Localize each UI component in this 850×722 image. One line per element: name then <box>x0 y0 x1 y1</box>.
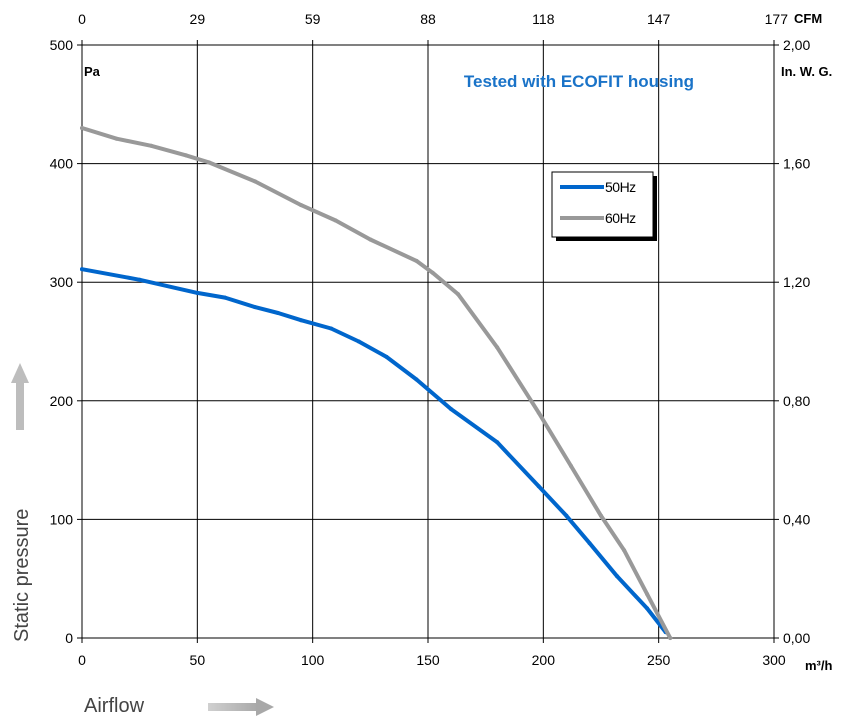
data-point-50hz <box>356 339 361 344</box>
y-axis-title: Static pressure <box>11 509 33 642</box>
x-tick-label: 100 <box>301 652 325 668</box>
data-point-50hz <box>449 407 454 412</box>
y2-tick-label: 2,00 <box>783 37 810 53</box>
y-tick-label: 200 <box>50 393 74 409</box>
data-point-50hz <box>495 440 500 445</box>
tick-marks <box>77 40 779 643</box>
x-tick-label: 250 <box>647 652 671 668</box>
data-point-60hz <box>368 237 373 242</box>
data-point-50hz <box>80 267 84 272</box>
data-point-50hz <box>299 318 304 323</box>
y-tick-labels: 0 100 200 300 400 500 <box>50 37 74 646</box>
data-point-50hz <box>536 484 541 489</box>
y-tick-label: 500 <box>50 37 74 53</box>
data-point-60hz <box>333 218 338 223</box>
y2-tick-label: 1,20 <box>783 274 810 290</box>
x-axis-title: Airflow <box>84 695 145 717</box>
y-tick-label: 0 <box>65 630 73 646</box>
y2-tick-labels: 0,00 0,40 0,80 1,20 1,60 2,00 <box>783 37 810 646</box>
legend: 50Hz 60Hz <box>551 171 657 241</box>
data-point-60hz <box>114 136 119 141</box>
data-point-60hz <box>599 513 603 518</box>
data-point-50hz <box>276 311 281 315</box>
y2-tick-label: 1,60 <box>783 156 810 172</box>
data-point-50hz <box>645 606 650 611</box>
data-point-60hz <box>299 203 304 208</box>
data-point-60hz <box>183 153 188 158</box>
data-point-60hz <box>206 160 211 165</box>
data-point-60hz <box>536 410 541 415</box>
y2-tick-label: 0,00 <box>783 630 810 646</box>
y2-unit-label: In. W. G. <box>781 64 832 79</box>
x-tick-label: 300 <box>762 652 786 668</box>
x2-tick-label: 29 <box>190 11 206 27</box>
chart-title: Tested with ECOFIT housing <box>464 72 694 91</box>
data-point-60hz <box>414 258 419 263</box>
x-tick-label: 200 <box>532 652 556 668</box>
data-point-50hz <box>384 354 389 359</box>
x-tick-label: 50 <box>190 652 206 668</box>
legend-label-60hz: 60Hz <box>605 210 636 226</box>
y-tick-label: 300 <box>50 274 74 290</box>
x-axis-arrow <box>208 698 274 716</box>
y-tick-label: 100 <box>50 511 74 527</box>
data-point-50hz <box>615 574 620 579</box>
x2-tick-label: 59 <box>305 11 321 27</box>
legend-label-50hz: 50Hz <box>605 179 636 195</box>
x-unit-label: m³/h <box>805 658 833 673</box>
x2-tick-label: 118 <box>532 11 555 27</box>
x-tick-label: 0 <box>78 652 86 668</box>
y2-tick-label: 0,40 <box>783 511 810 527</box>
data-point-50hz <box>253 305 257 310</box>
data-point-50hz <box>329 326 334 331</box>
data-point-60hz <box>149 143 154 148</box>
x2-tick-label: 147 <box>647 11 671 27</box>
x-tick-label: 150 <box>416 652 440 668</box>
x2-tick-label: 88 <box>420 11 436 27</box>
data-point-60hz <box>645 592 650 597</box>
y-axis-arrow <box>11 363 29 430</box>
data-point-60hz <box>456 292 460 297</box>
x-tick-labels: 0 50 100 150 200 250 300 <box>78 652 786 668</box>
data-point-60hz <box>668 636 673 640</box>
data-point-50hz <box>587 541 592 546</box>
grid <box>82 45 774 638</box>
data-point-60hz <box>569 464 573 468</box>
data-point-50hz <box>195 290 200 295</box>
x2-tick-label: 177 <box>765 11 789 27</box>
data-point-60hz <box>622 548 627 553</box>
data-point-50hz <box>223 295 227 300</box>
data-point-60hz <box>495 345 500 350</box>
data-point-50hz <box>137 277 142 282</box>
legend-box <box>551 171 654 238</box>
y-unit-label: Pa <box>84 64 101 79</box>
data-point-50hz <box>564 513 569 518</box>
data-point-60hz <box>80 126 84 130</box>
x2-tick-label: 0 <box>78 11 86 27</box>
data-point-50hz <box>414 377 419 382</box>
x2-tick-labels: 0 29 59 88 118 147 177 <box>78 11 788 27</box>
series-layer <box>80 126 673 640</box>
y2-tick-label: 0,80 <box>783 393 810 409</box>
data-point-60hz <box>253 179 257 184</box>
y-tick-label: 400 <box>50 156 74 172</box>
x2-unit-label: CFM <box>794 11 822 26</box>
data-point-60hz <box>430 270 435 275</box>
